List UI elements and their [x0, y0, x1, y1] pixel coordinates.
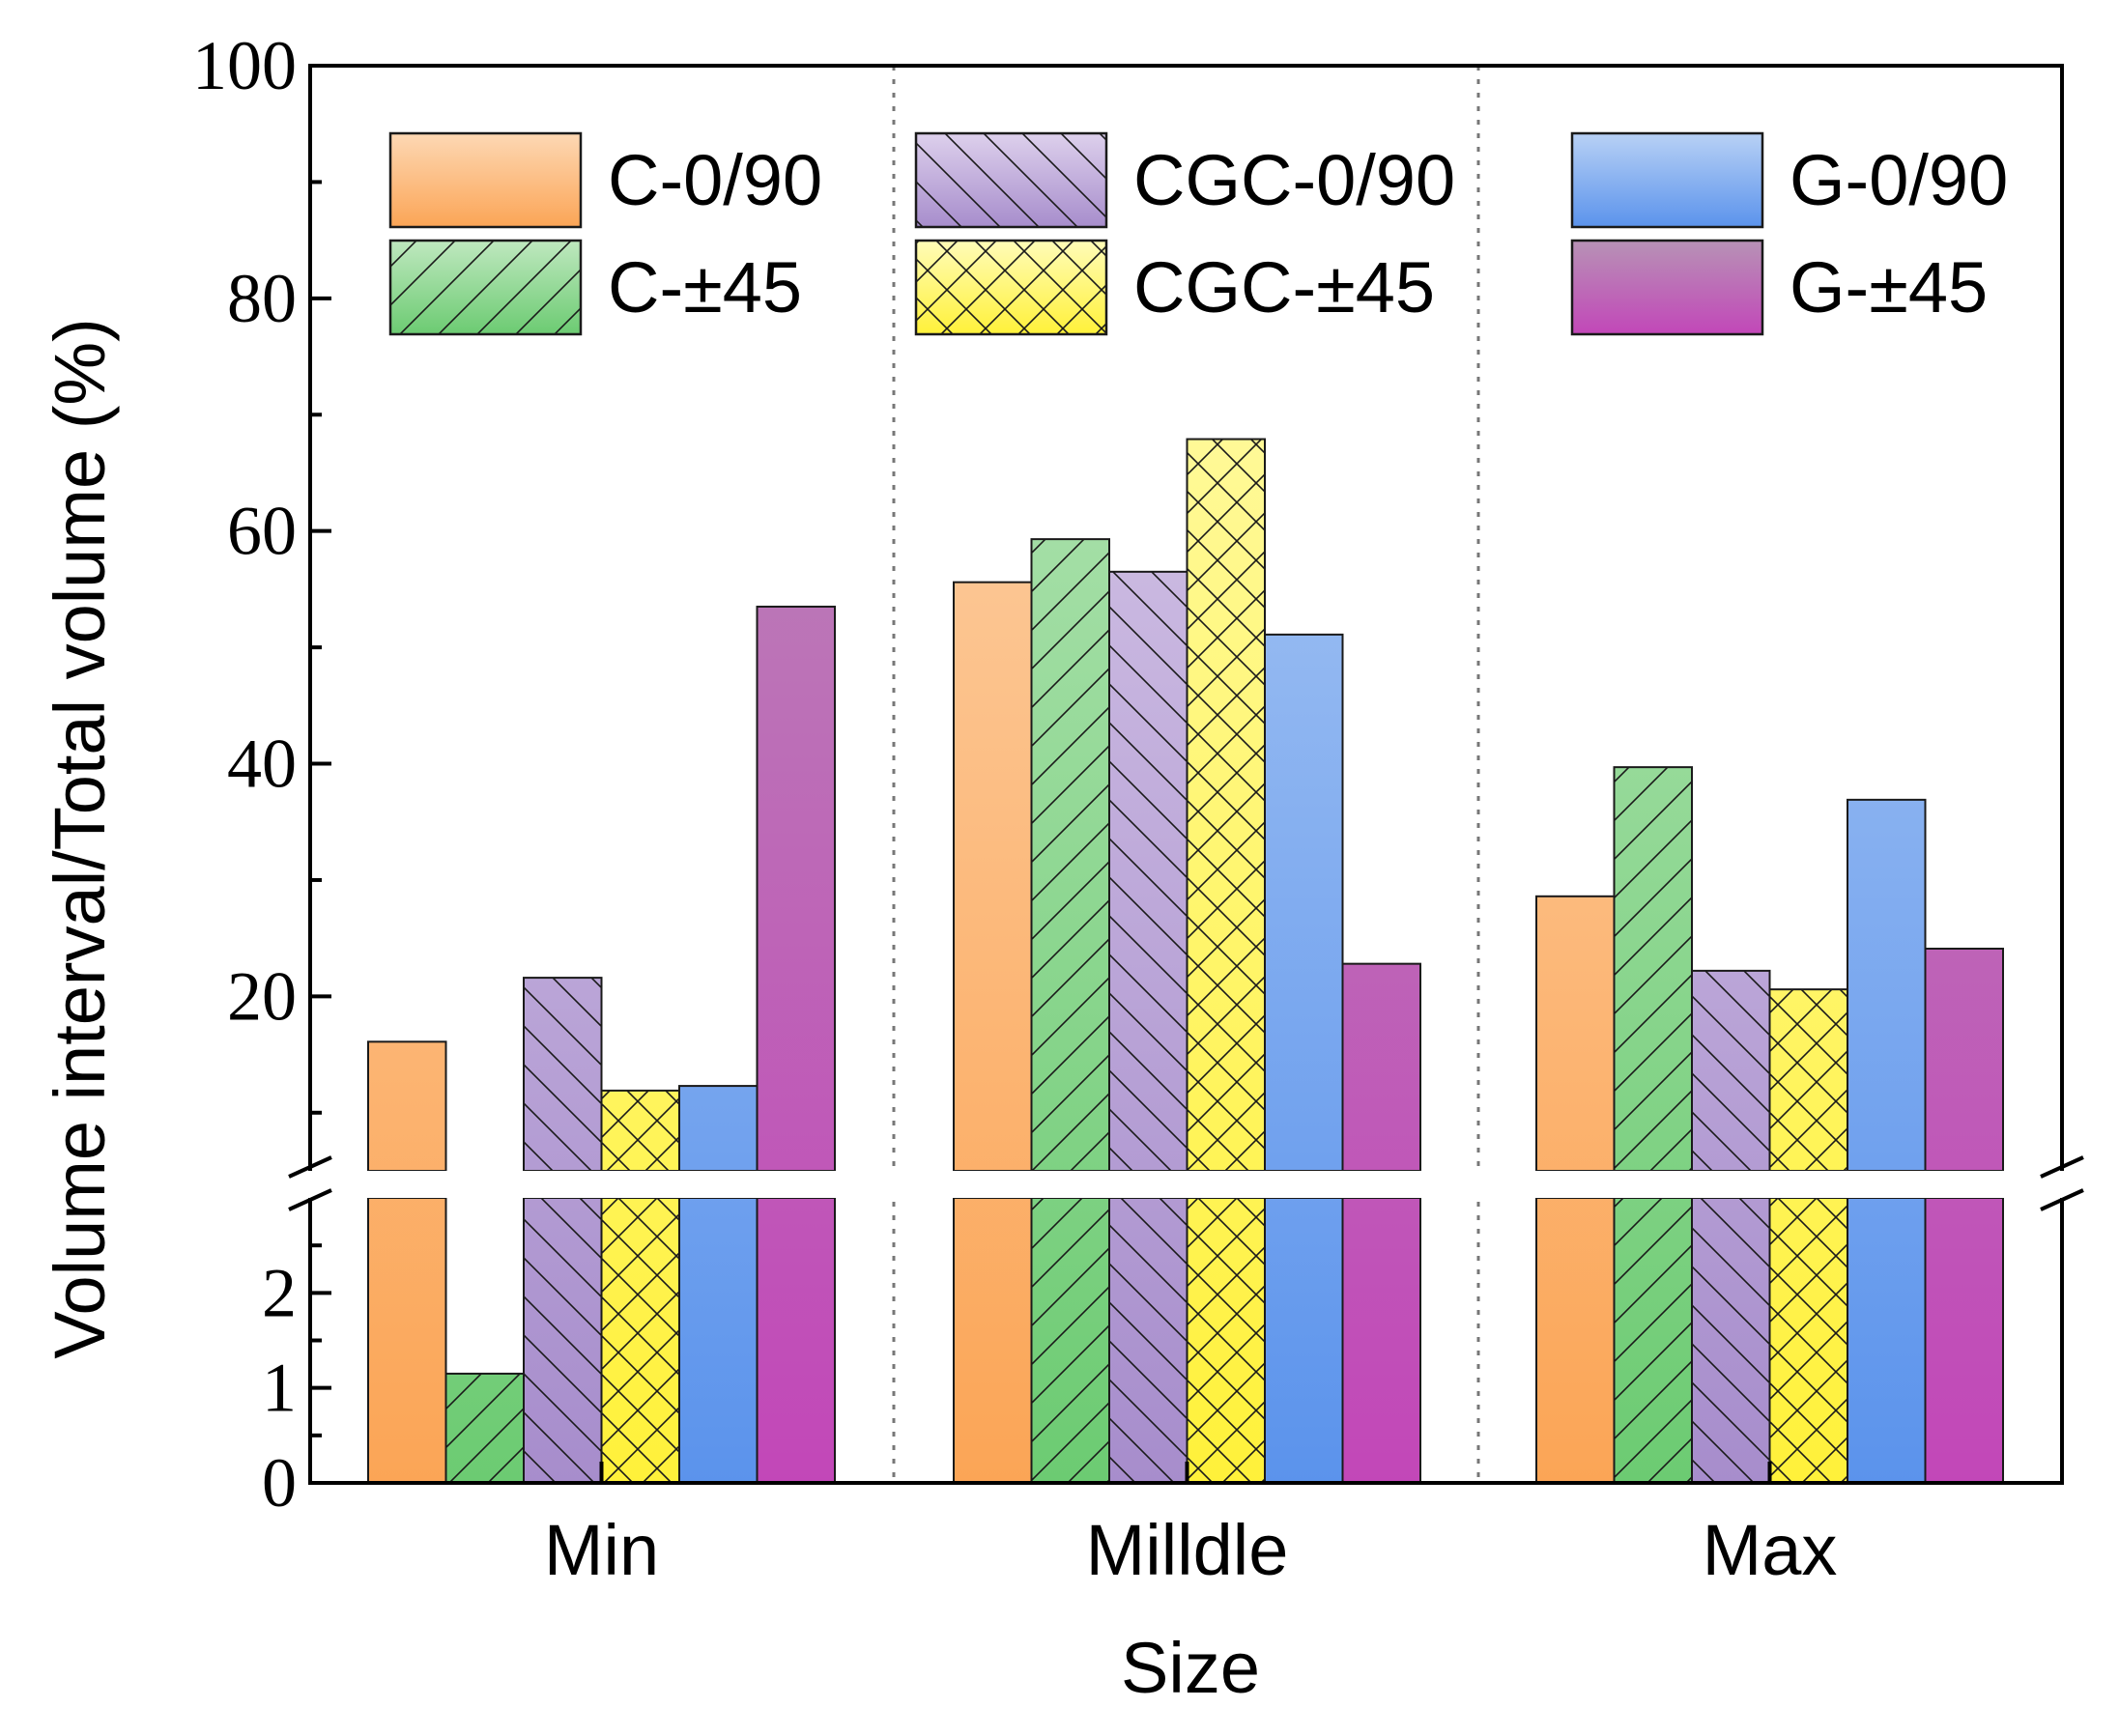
- legend-swatch-hatch-cgc-0-90: [916, 133, 1106, 227]
- bar-hatch-max-cgc-45: [1769, 1198, 1847, 1483]
- legend-label-g-0-90: G-0/90: [1790, 140, 2008, 220]
- bar-max-g-0-90-lower: [1847, 1198, 1927, 1483]
- bar-max-g-45-upper: [1924, 947, 2004, 1171]
- legend-swatch-g-0-90: [1570, 131, 1764, 229]
- bar-milldle-c-0-90-upper: [953, 581, 1033, 1171]
- bar-hatch-max-cgc-0-90: [1692, 1198, 1770, 1483]
- bar-hatch-min-cgc-45: [601, 1198, 679, 1483]
- y-tick-label-40: 40: [227, 726, 297, 803]
- bar-hatch-min-cgc-0-90: [524, 978, 602, 1171]
- bar-hatch-max-cgc-45: [1769, 989, 1847, 1171]
- x-tick-label-min: Min: [544, 1510, 659, 1590]
- bar-min-g-45-lower: [756, 1198, 836, 1483]
- bar-milldle-g-0-90-upper: [1264, 633, 1344, 1171]
- legend-swatch-g-45: [1570, 239, 1764, 336]
- bar-min-c-0-90-lower: [367, 1198, 447, 1483]
- frame-layer: [288, 64, 2084, 1485]
- legend-item-cgc-0-90: CGC-0/90: [914, 131, 1455, 229]
- y-tick-label-80: 80: [227, 260, 297, 337]
- bar-max-g-0-90-upper: [1847, 798, 1927, 1171]
- x-tick-label-max: Max: [1703, 1510, 1838, 1590]
- legend-item-g-45: G-±45: [1570, 239, 1988, 336]
- y-tick-label-100: 100: [192, 27, 297, 104]
- bars-layer: [367, 438, 2004, 1483]
- bar-hatch-milldle-cgc-45: [1187, 439, 1265, 1171]
- bar-max-c-0-90-upper: [1535, 895, 1616, 1171]
- bar-milldle-g-45-lower: [1341, 1198, 1421, 1483]
- bar-min-g-0-90-upper: [678, 1085, 759, 1171]
- bar-hatch-min-c-45: [445, 1373, 524, 1483]
- legend-item-cgc-45: CGC-±45: [914, 239, 1435, 336]
- bar-max-g-45-lower: [1924, 1198, 2004, 1483]
- legend-swatch-c-0-90: [388, 131, 583, 229]
- y-tick-label-lower-2: 2: [262, 1254, 297, 1331]
- y-tick-label-60: 60: [227, 493, 297, 570]
- y-tick-label-lower-0: 0: [262, 1444, 297, 1522]
- x-tick-label-milldle: Milldle: [1086, 1510, 1289, 1590]
- legend-item-c-0-90: C-0/90: [388, 131, 822, 229]
- left-break-mark: [288, 1155, 332, 1211]
- bar-milldle-c-0-90-lower: [953, 1198, 1033, 1483]
- bar-milldle-g-45-upper: [1341, 962, 1421, 1171]
- text-layer: Volume interval/Total volume (%) Size 20…: [40, 27, 1837, 1708]
- right-break-mark: [2040, 1155, 2084, 1211]
- legend-swatch-hatch-c-45: [390, 241, 581, 334]
- legend-label-g-45: G-±45: [1790, 247, 1988, 327]
- legend-swatch-hatch-cgc-45: [916, 241, 1106, 334]
- legend-item-g-0-90: G-0/90: [1570, 131, 2008, 229]
- upper-frame: [308, 64, 2064, 1171]
- bar-hatch-max-cgc-0-90: [1692, 970, 1770, 1171]
- legend: C-0/90 CGC-0/90 G-0/90 C-±45 CGC-±45 G-±45: [388, 131, 2008, 336]
- bar-min-c-0-90-upper: [367, 1040, 447, 1171]
- legend-label-cgc-0-90: CGC-0/90: [1133, 140, 1455, 220]
- bar-min-g-45-upper: [756, 605, 836, 1171]
- x-axis-label: Size: [1121, 1628, 1260, 1708]
- bar-hatch-max-c-45: [1614, 767, 1692, 1171]
- y-tick-label-20: 20: [227, 957, 297, 1035]
- bar-hatch-milldle-c-45: [1031, 539, 1109, 1171]
- legend-label-c-0-90: C-0/90: [608, 140, 822, 220]
- bar-hatch-milldle-cgc-0-90: [1109, 571, 1188, 1171]
- bar-hatch-milldle-cgc-45: [1187, 1198, 1265, 1483]
- y-tick-label-lower-1: 1: [262, 1350, 297, 1427]
- axis-break-gap: [306, 1171, 2066, 1198]
- bar-hatch-min-cgc-0-90: [524, 1198, 602, 1483]
- bar-hatch-milldle-cgc-0-90: [1109, 1198, 1188, 1483]
- bar-max-c-0-90-lower: [1535, 1198, 1616, 1483]
- bar-milldle-g-0-90-lower: [1264, 1198, 1344, 1483]
- bar-hatch-min-cgc-45: [601, 1090, 679, 1171]
- bar-min-g-0-90-lower: [678, 1198, 759, 1483]
- legend-label-cgc-45: CGC-±45: [1133, 247, 1435, 327]
- legend-label-c-45: C-±45: [608, 247, 802, 327]
- bar-hatch-milldle-c-45: [1031, 1198, 1109, 1483]
- bar-hatch-max-c-45: [1614, 1198, 1692, 1483]
- legend-item-c-45: C-±45: [388, 239, 802, 336]
- y-axis-label: Volume interval/Total volume (%): [40, 318, 120, 1359]
